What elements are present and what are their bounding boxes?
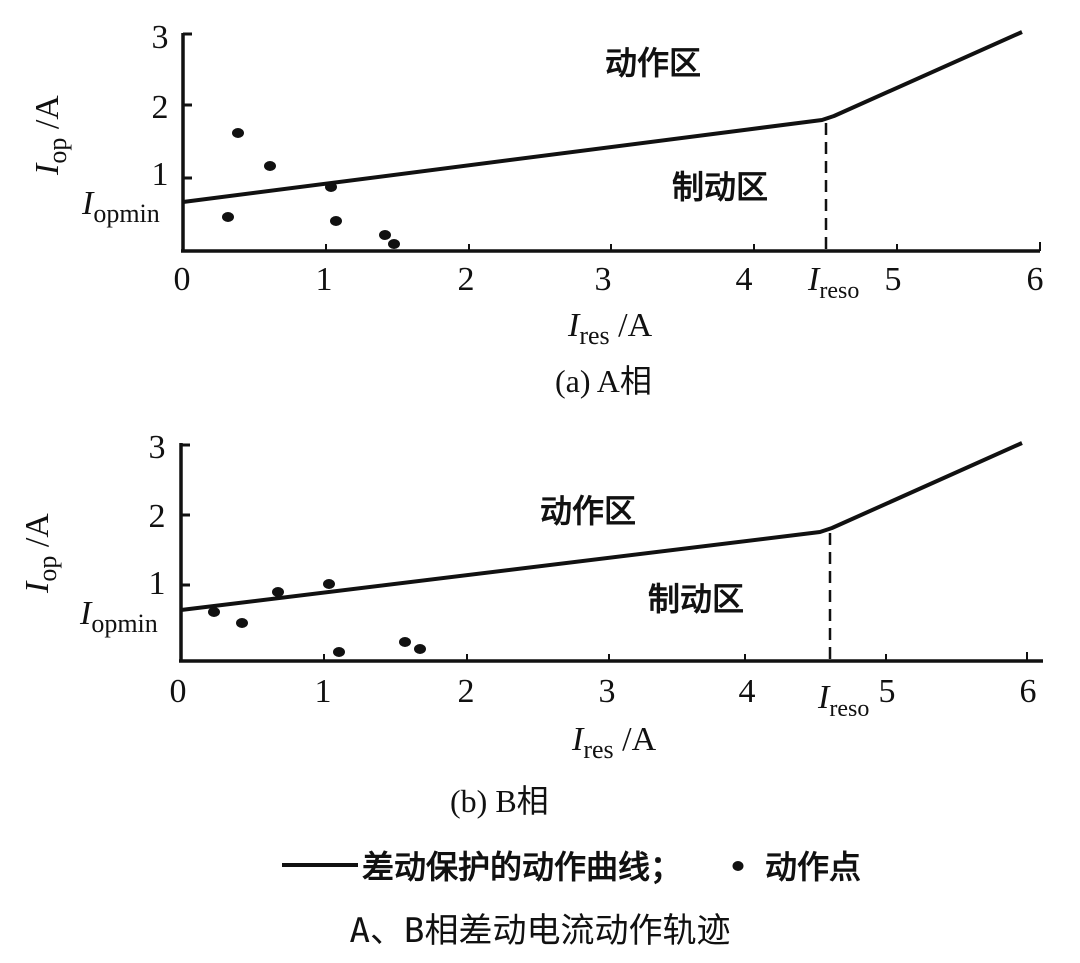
iopmin-label: Iopmin xyxy=(81,185,160,228)
x-tick-4: 4 xyxy=(736,261,753,298)
data-point xyxy=(272,587,284,597)
y-tick-3: 3 xyxy=(152,19,169,56)
x-tick-1: 1 xyxy=(315,673,332,710)
panel-a-caption: (a) A相 xyxy=(555,363,652,399)
x-tick-3: 3 xyxy=(595,261,612,298)
y-tick-2: 2 xyxy=(152,89,169,126)
x-tick-0: 0 xyxy=(170,673,187,710)
x-axis-label: Ires /A xyxy=(571,721,657,764)
zone-restraint: 制动区 xyxy=(648,580,744,618)
x-tick-3: 3 xyxy=(599,673,616,710)
data-point xyxy=(264,161,276,171)
x-axis-label: Ires /A xyxy=(567,307,653,350)
y-axis-label: Iop /A xyxy=(29,95,72,176)
y-tick-1: 1 xyxy=(149,565,166,602)
data-point xyxy=(323,579,335,589)
data-point xyxy=(330,216,342,226)
y-tick-1: 1 xyxy=(152,156,169,193)
data-point xyxy=(388,239,400,249)
iopmin-label: Iopmin xyxy=(79,595,158,638)
y-axis-label: Iop /A xyxy=(19,513,62,594)
data-point xyxy=(236,618,248,628)
data-point xyxy=(208,607,220,617)
x-tick-6: 6 xyxy=(1027,261,1044,298)
zone-action: 动作区 xyxy=(605,44,701,82)
x-tick-1: 1 xyxy=(316,261,333,298)
data-point xyxy=(379,230,391,240)
y-tick-2: 2 xyxy=(149,498,166,535)
zone-action: 动作区 xyxy=(540,492,636,530)
x-tick-2: 2 xyxy=(458,673,475,710)
zone-restraint: 制动区 xyxy=(672,168,768,206)
x-tick-2: 2 xyxy=(458,261,475,298)
legend-point-swatch xyxy=(732,861,744,871)
panel-a: 3 2 1 0 1 2 3 4 5 6 Ireso Iopmin Iop /A … xyxy=(29,19,1044,399)
data-point xyxy=(333,647,345,657)
legend: 差动保护的动作曲线； 动作点 xyxy=(282,848,861,886)
operating-curve xyxy=(180,441,1023,612)
x-tick-6: 6 xyxy=(1020,673,1037,710)
data-point xyxy=(222,212,234,222)
legend-point-label: 动作点 xyxy=(765,848,861,886)
data-point xyxy=(399,637,411,647)
operating-points xyxy=(208,579,426,657)
operating-curve xyxy=(182,30,1023,204)
data-point xyxy=(414,644,426,654)
ireso-label: Ireso xyxy=(807,261,859,304)
x-tick-5: 5 xyxy=(879,673,896,710)
panel-b: 3 2 1 0 1 2 3 4 5 6 Ireso Iopmin Iop /A … xyxy=(19,429,1043,819)
figure-title: A、B相差动电流动作轨迹 xyxy=(350,911,731,951)
ireso-label: Ireso xyxy=(817,679,869,722)
x-tick-5: 5 xyxy=(885,261,902,298)
x-tick-0: 0 xyxy=(174,261,191,298)
operating-points xyxy=(222,128,400,249)
data-point xyxy=(325,182,337,192)
legend-line-label: 差动保护的动作曲线； xyxy=(362,848,682,886)
x-tick-4: 4 xyxy=(739,673,756,710)
panel-b-caption: (b) B相 xyxy=(450,783,549,819)
y-tick-3: 3 xyxy=(149,429,166,466)
data-point xyxy=(232,128,244,138)
